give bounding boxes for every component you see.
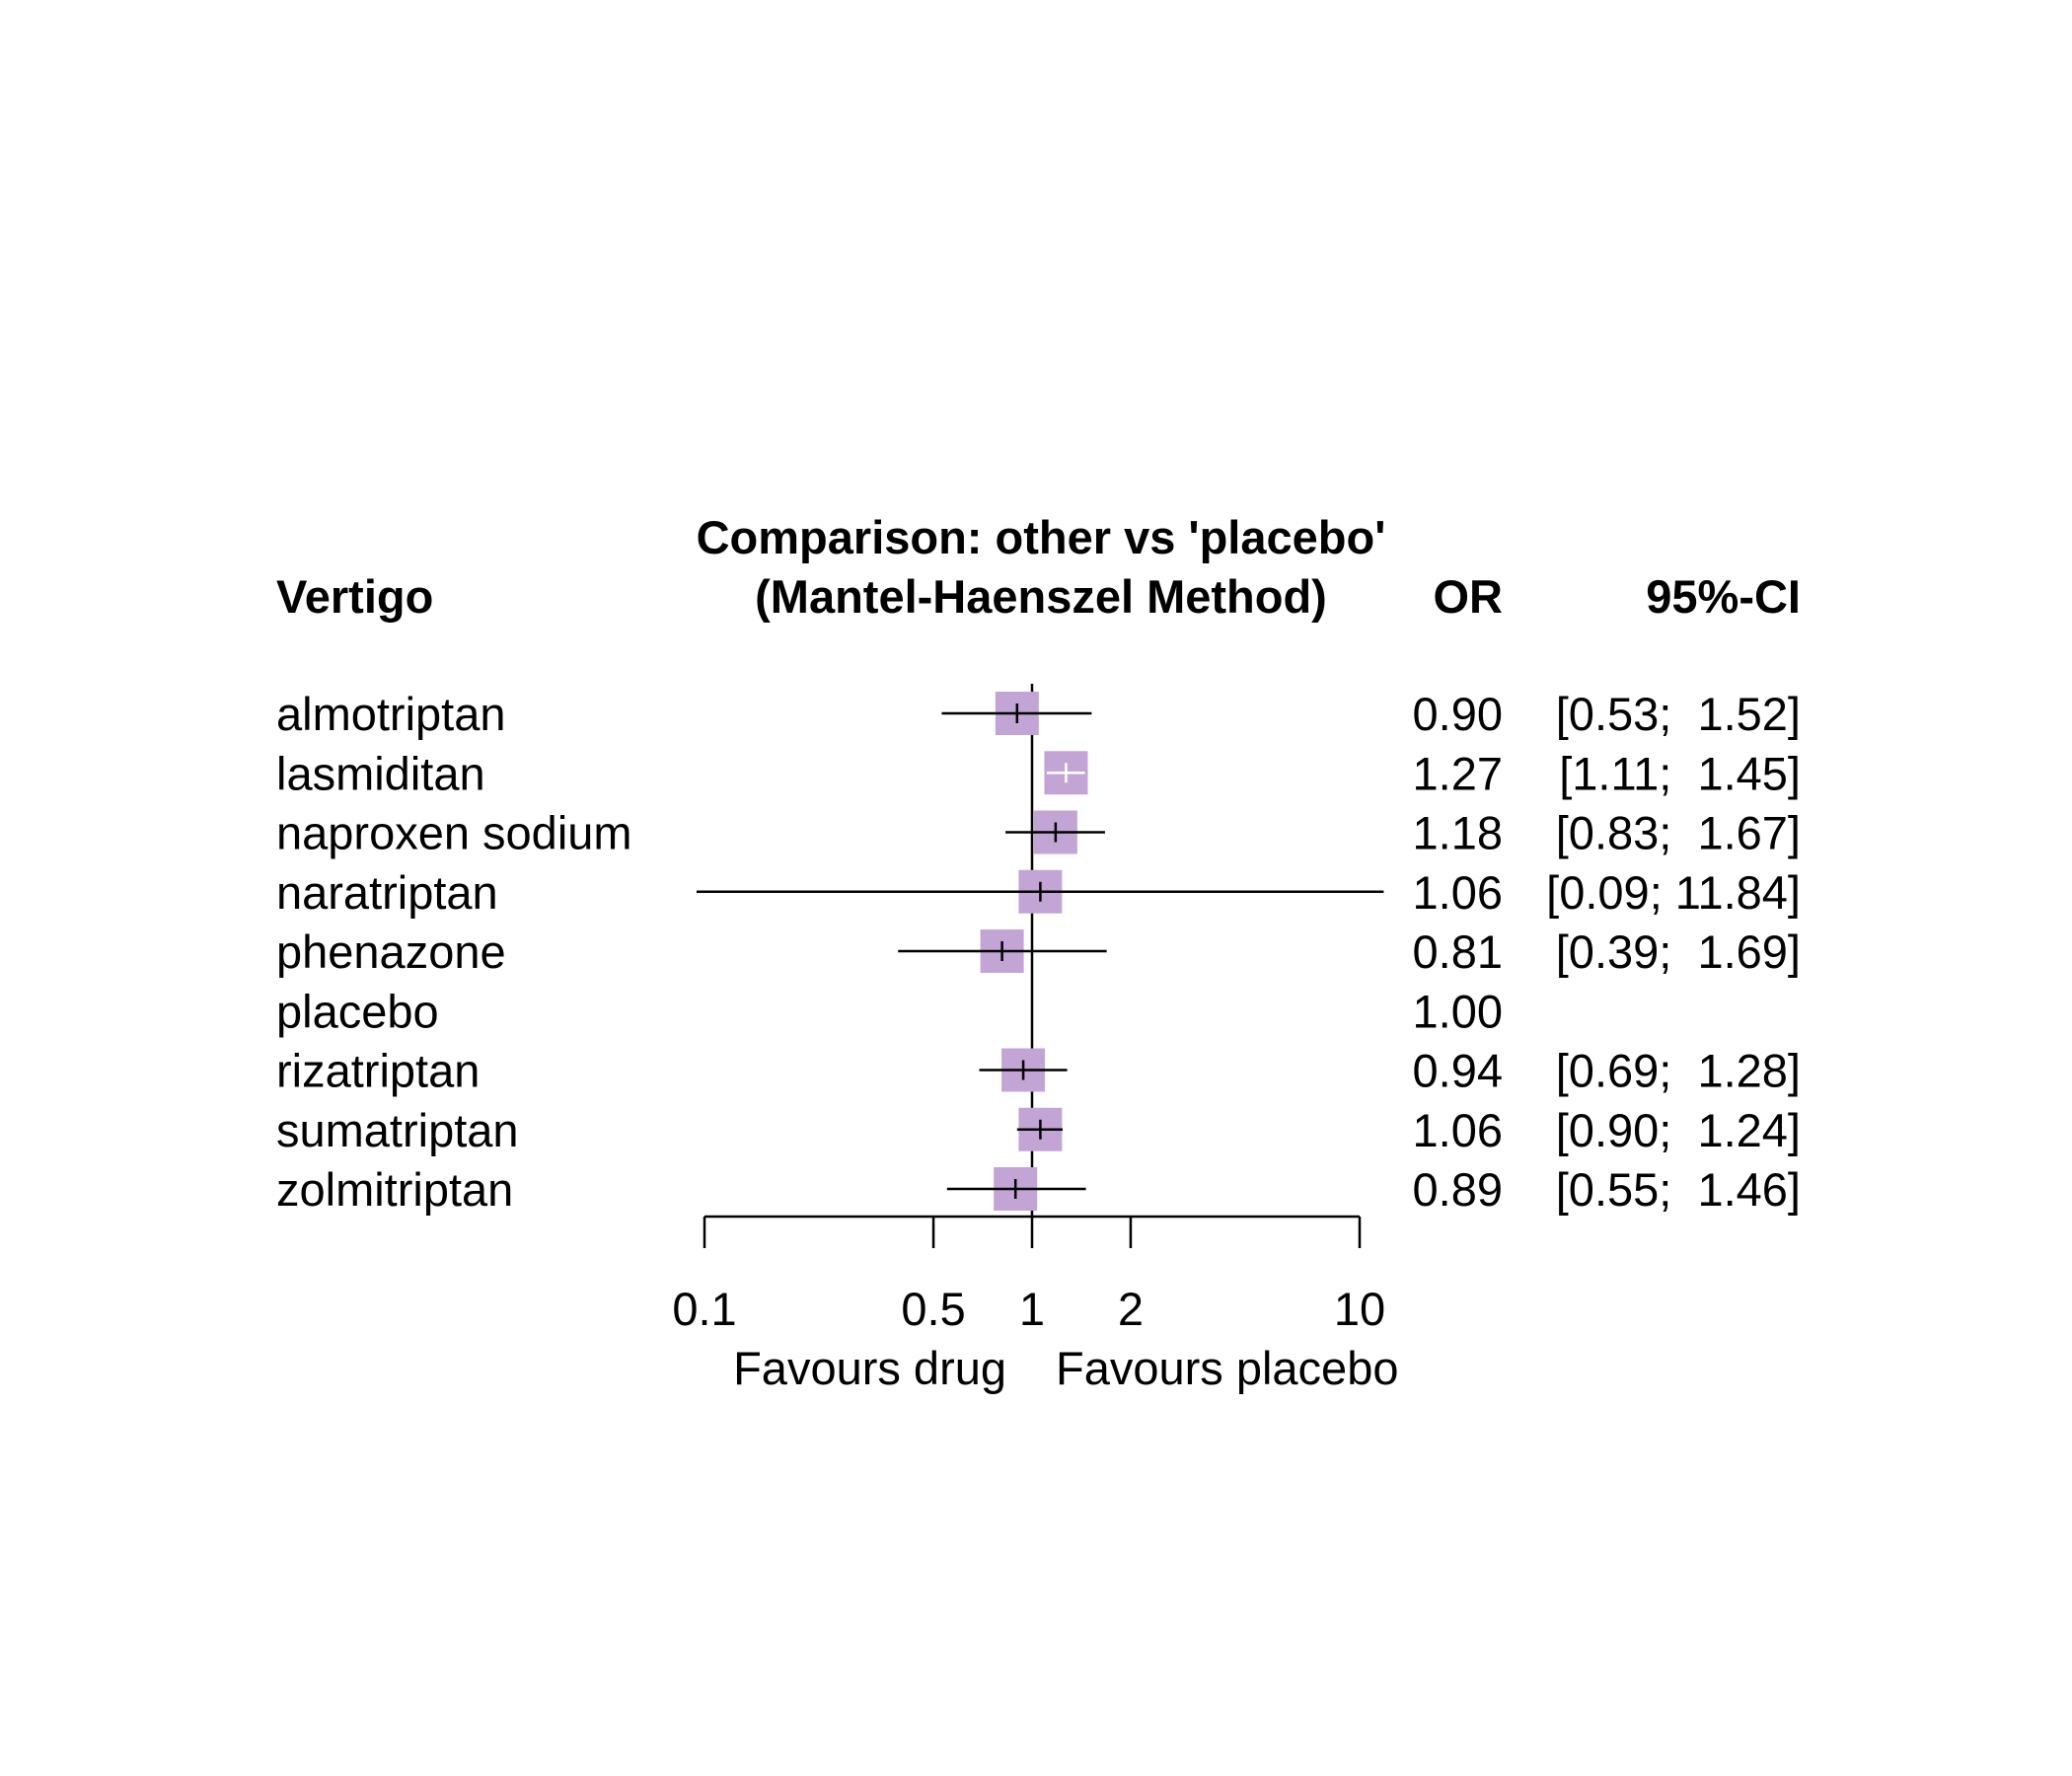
x-axis-tick-label: 2 [1118,1283,1144,1335]
row-or-value: 1.18 [1413,807,1503,859]
row-ci-value: [0.90; 1.24] [1556,1104,1801,1156]
forest-row: placebo 1.00 [276,985,1503,1037]
row-label: almotriptan [276,688,506,740]
forest-row: zolmitriptan 0.89 [0.55; 1.46] [276,1163,1801,1216]
favours-left-label: Favours drug [733,1342,1006,1394]
x-axis-tick-label: 10 [1334,1283,1385,1335]
forest-row: almotriptan 0.90 [0.53; 1.52] [276,688,1801,740]
chart-title-line2: (Mantel-Haenszel Method) [755,570,1327,623]
row-label: zolmitriptan [276,1163,513,1216]
rows-layer: almotriptan 0.90 [0.53; 1.52] lasmiditan 1.2… [276,684,1801,1219]
row-ci-value: [0.39; 1.69] [1556,925,1801,978]
forest-row: rizatriptan 0.94 [0.69; 1.28] [276,1045,1801,1097]
forest-row: lasmiditan 1.27 [1.11; 1.45] [276,747,1801,799]
row-or-value: 0.94 [1413,1045,1503,1097]
favours-right-label: Favours placebo [1056,1342,1398,1394]
row-or-value: 1.06 [1413,1104,1503,1156]
row-or-value: 1.27 [1413,747,1503,799]
ci-column-header: 95%-CI [1646,570,1801,623]
row-label: sumatriptan [276,1104,519,1156]
forest-row: sumatriptan 1.06 [0.90; 1.24] [276,1104,1801,1156]
row-label: placebo [276,985,439,1037]
row-ci-value: [0.69; 1.28] [1556,1045,1801,1097]
chart-title-line1: Comparison: other vs 'placebo' [697,511,1386,563]
row-label: lasmiditan [276,747,485,799]
x-axis-tick-label: 1 [1019,1283,1045,1335]
x-axis: 0.1 0.5 1 2 10 [672,1215,1385,1335]
x-axis-tick-label: 0.5 [901,1283,965,1335]
row-ci-value: [1.11; 1.45] [1559,747,1801,799]
row-ci-value: [0.53; 1.52] [1556,688,1801,740]
forest-row: naratriptan 1.06 [0.09; 11.84] [276,866,1801,919]
row-label: rizatriptan [276,1045,480,1097]
forest-row: naproxen sodium 1.18 [0.83; 1.67] [276,807,1801,859]
row-or-value: 0.81 [1413,925,1503,978]
row-label: naproxen sodium [276,807,632,859]
row-or-value: 1.06 [1413,866,1503,919]
row-or-value: 0.90 [1413,688,1503,740]
x-axis-tick-label: 0.1 [672,1283,736,1335]
row-or-value: 0.89 [1413,1163,1503,1216]
forest-row: phenazone 0.81 [0.39; 1.69] [276,925,1801,978]
row-ci-value: [0.09; 11.84] [1546,866,1801,919]
row-label: naratriptan [276,866,498,919]
or-column-header: OR [1434,570,1504,623]
row-label: phenazone [276,925,506,978]
row-ci-value: [0.55; 1.46] [1556,1163,1801,1216]
row-ci-value: [0.83; 1.67] [1556,807,1801,859]
left-column-header: Vertigo [276,570,433,623]
row-or-value: 1.00 [1413,985,1503,1037]
